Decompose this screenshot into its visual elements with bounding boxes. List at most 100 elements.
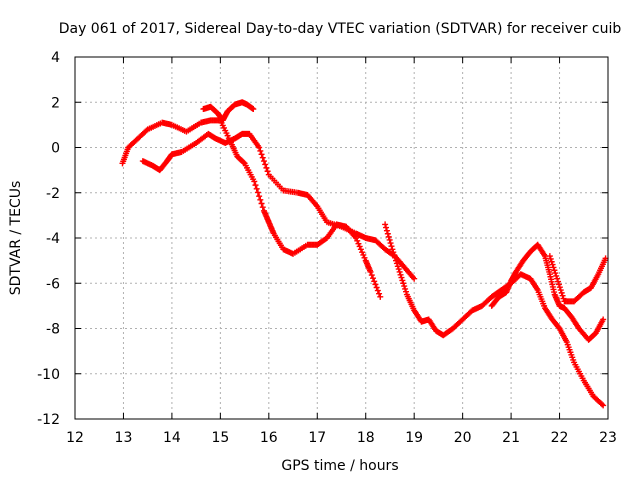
x-tick-label: 14 [163, 430, 181, 446]
data-point-marker [397, 271, 404, 278]
data-point-marker [548, 258, 555, 265]
data-point-marker [355, 240, 362, 247]
data-point-marker [262, 161, 269, 168]
data-point-marker [555, 278, 562, 285]
x-tick-label: 23 [599, 430, 617, 446]
x-tick-label: 12 [66, 430, 84, 446]
data-point-marker [251, 178, 258, 185]
data-point-marker [357, 246, 364, 253]
data-point-marker [367, 268, 374, 275]
x-tick-label: 20 [454, 430, 472, 446]
data-series-track-4 [382, 221, 607, 409]
data-point-marker [556, 284, 563, 291]
y-tick-label: 2 [51, 95, 60, 111]
y-tick-label: 4 [51, 50, 60, 66]
data-point-marker [388, 243, 395, 250]
data-point-marker [393, 260, 400, 267]
data-point-marker [387, 240, 394, 247]
data-point-marker [559, 292, 566, 299]
x-tick-label: 21 [502, 430, 520, 446]
data-point-marker [383, 227, 390, 234]
data-point-marker [368, 272, 375, 279]
y-tick-label: 0 [51, 141, 60, 157]
data-point-marker [264, 168, 271, 175]
x-tick-label: 15 [211, 430, 229, 446]
data-point-marker [550, 264, 557, 271]
data-point-marker [551, 267, 558, 274]
data-point-marker [252, 182, 259, 189]
data-point-marker [259, 154, 266, 161]
y-tick-label: -12 [37, 412, 60, 428]
data-point-marker [361, 254, 368, 261]
data-point-marker [395, 266, 402, 273]
data-series-track-5 [488, 241, 607, 343]
data-point-marker [549, 261, 556, 268]
data-point-marker [600, 316, 607, 323]
data-point-marker [394, 263, 401, 270]
data-point-marker [259, 204, 266, 211]
data-point-marker [393, 257, 400, 264]
data-series-track-6 [546, 253, 609, 305]
data-point-marker [250, 106, 257, 113]
y-axis-title: SDTVAR / TECUs [8, 181, 24, 296]
data-point-marker [383, 224, 390, 231]
data-point-marker [354, 237, 361, 244]
data-point-marker [398, 274, 405, 281]
data-point-marker [382, 221, 389, 228]
data-point-marker [391, 251, 398, 258]
data-point-marker [256, 193, 263, 200]
data-series-track-1 [119, 117, 384, 300]
data-series-track-2 [139, 130, 418, 282]
data-point-marker [253, 185, 260, 192]
data-point-marker [554, 275, 561, 282]
y-tick-label: -2 [46, 186, 60, 202]
data-point-marker [392, 254, 399, 261]
data-point-marker [558, 289, 565, 296]
data-point-marker [258, 151, 265, 158]
data-point-marker [371, 278, 378, 285]
data-point-marker [385, 233, 392, 240]
data-point-marker [369, 275, 376, 282]
data-point-marker [257, 147, 264, 154]
x-tick-label: 19 [405, 430, 423, 446]
data-series-track-3 [200, 99, 257, 124]
data-point-marker [553, 272, 560, 279]
x-tick-label: 18 [357, 430, 375, 446]
x-tick-label: 16 [260, 430, 278, 446]
data-point-marker [396, 268, 403, 275]
data-point-marker [356, 243, 363, 250]
data-point-marker [263, 164, 270, 171]
data-point-marker [401, 283, 408, 290]
data-point-marker [373, 284, 380, 291]
chart-title: Day 061 of 2017, Sidereal Day-to-day VTE… [59, 21, 622, 37]
data-point-marker [598, 401, 605, 408]
data-point-marker [254, 189, 261, 196]
data-points [119, 99, 609, 409]
data-point-marker [360, 251, 367, 258]
y-tick-label: -10 [37, 367, 60, 383]
data-point-marker [143, 127, 150, 134]
data-point-marker [399, 277, 406, 284]
data-point-marker [555, 281, 562, 288]
x-tick-label: 17 [308, 430, 326, 446]
data-point-marker [546, 253, 553, 260]
y-tick-label: -8 [46, 322, 60, 338]
data-point-marker [258, 200, 265, 207]
data-point-marker [600, 402, 607, 409]
data-point-marker [376, 290, 383, 297]
data-point-marker [389, 246, 396, 253]
data-point-marker [384, 230, 391, 237]
data-point-marker [359, 249, 366, 256]
data-point-marker [552, 270, 559, 277]
data-point-marker [402, 285, 409, 292]
data-point-marker [390, 249, 397, 256]
data-point-marker [372, 281, 379, 288]
data-point-marker [257, 196, 264, 203]
y-tick-label: -4 [46, 231, 60, 247]
axis-ticks [74, 56, 609, 420]
data-point-marker [557, 287, 564, 294]
data-point-marker [260, 158, 267, 165]
data-point-marker [403, 288, 410, 295]
